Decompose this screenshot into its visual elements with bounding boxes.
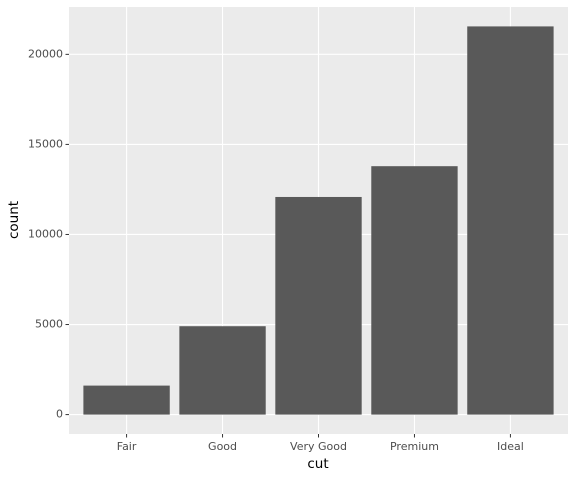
bar xyxy=(179,326,266,415)
y-tick-label: 5000 xyxy=(35,318,63,331)
y-tick-label: 0 xyxy=(56,408,63,421)
x-tick-label: Very Good xyxy=(290,440,347,453)
x-tick-label: Good xyxy=(208,440,237,453)
y-tick-label: 15000 xyxy=(28,137,63,150)
x-axis-title: cut xyxy=(307,456,328,472)
x-tick-label: Premium xyxy=(390,440,439,453)
y-axis-title: count xyxy=(6,201,22,239)
bar xyxy=(275,196,362,415)
y-tick-label: 20000 xyxy=(28,47,63,60)
x-tick-label: Ideal xyxy=(497,440,524,453)
x-tick-label: Fair xyxy=(117,440,137,453)
bar xyxy=(371,166,458,415)
y-tick-label: 10000 xyxy=(28,227,63,240)
bar xyxy=(467,26,554,415)
bar xyxy=(83,385,170,415)
